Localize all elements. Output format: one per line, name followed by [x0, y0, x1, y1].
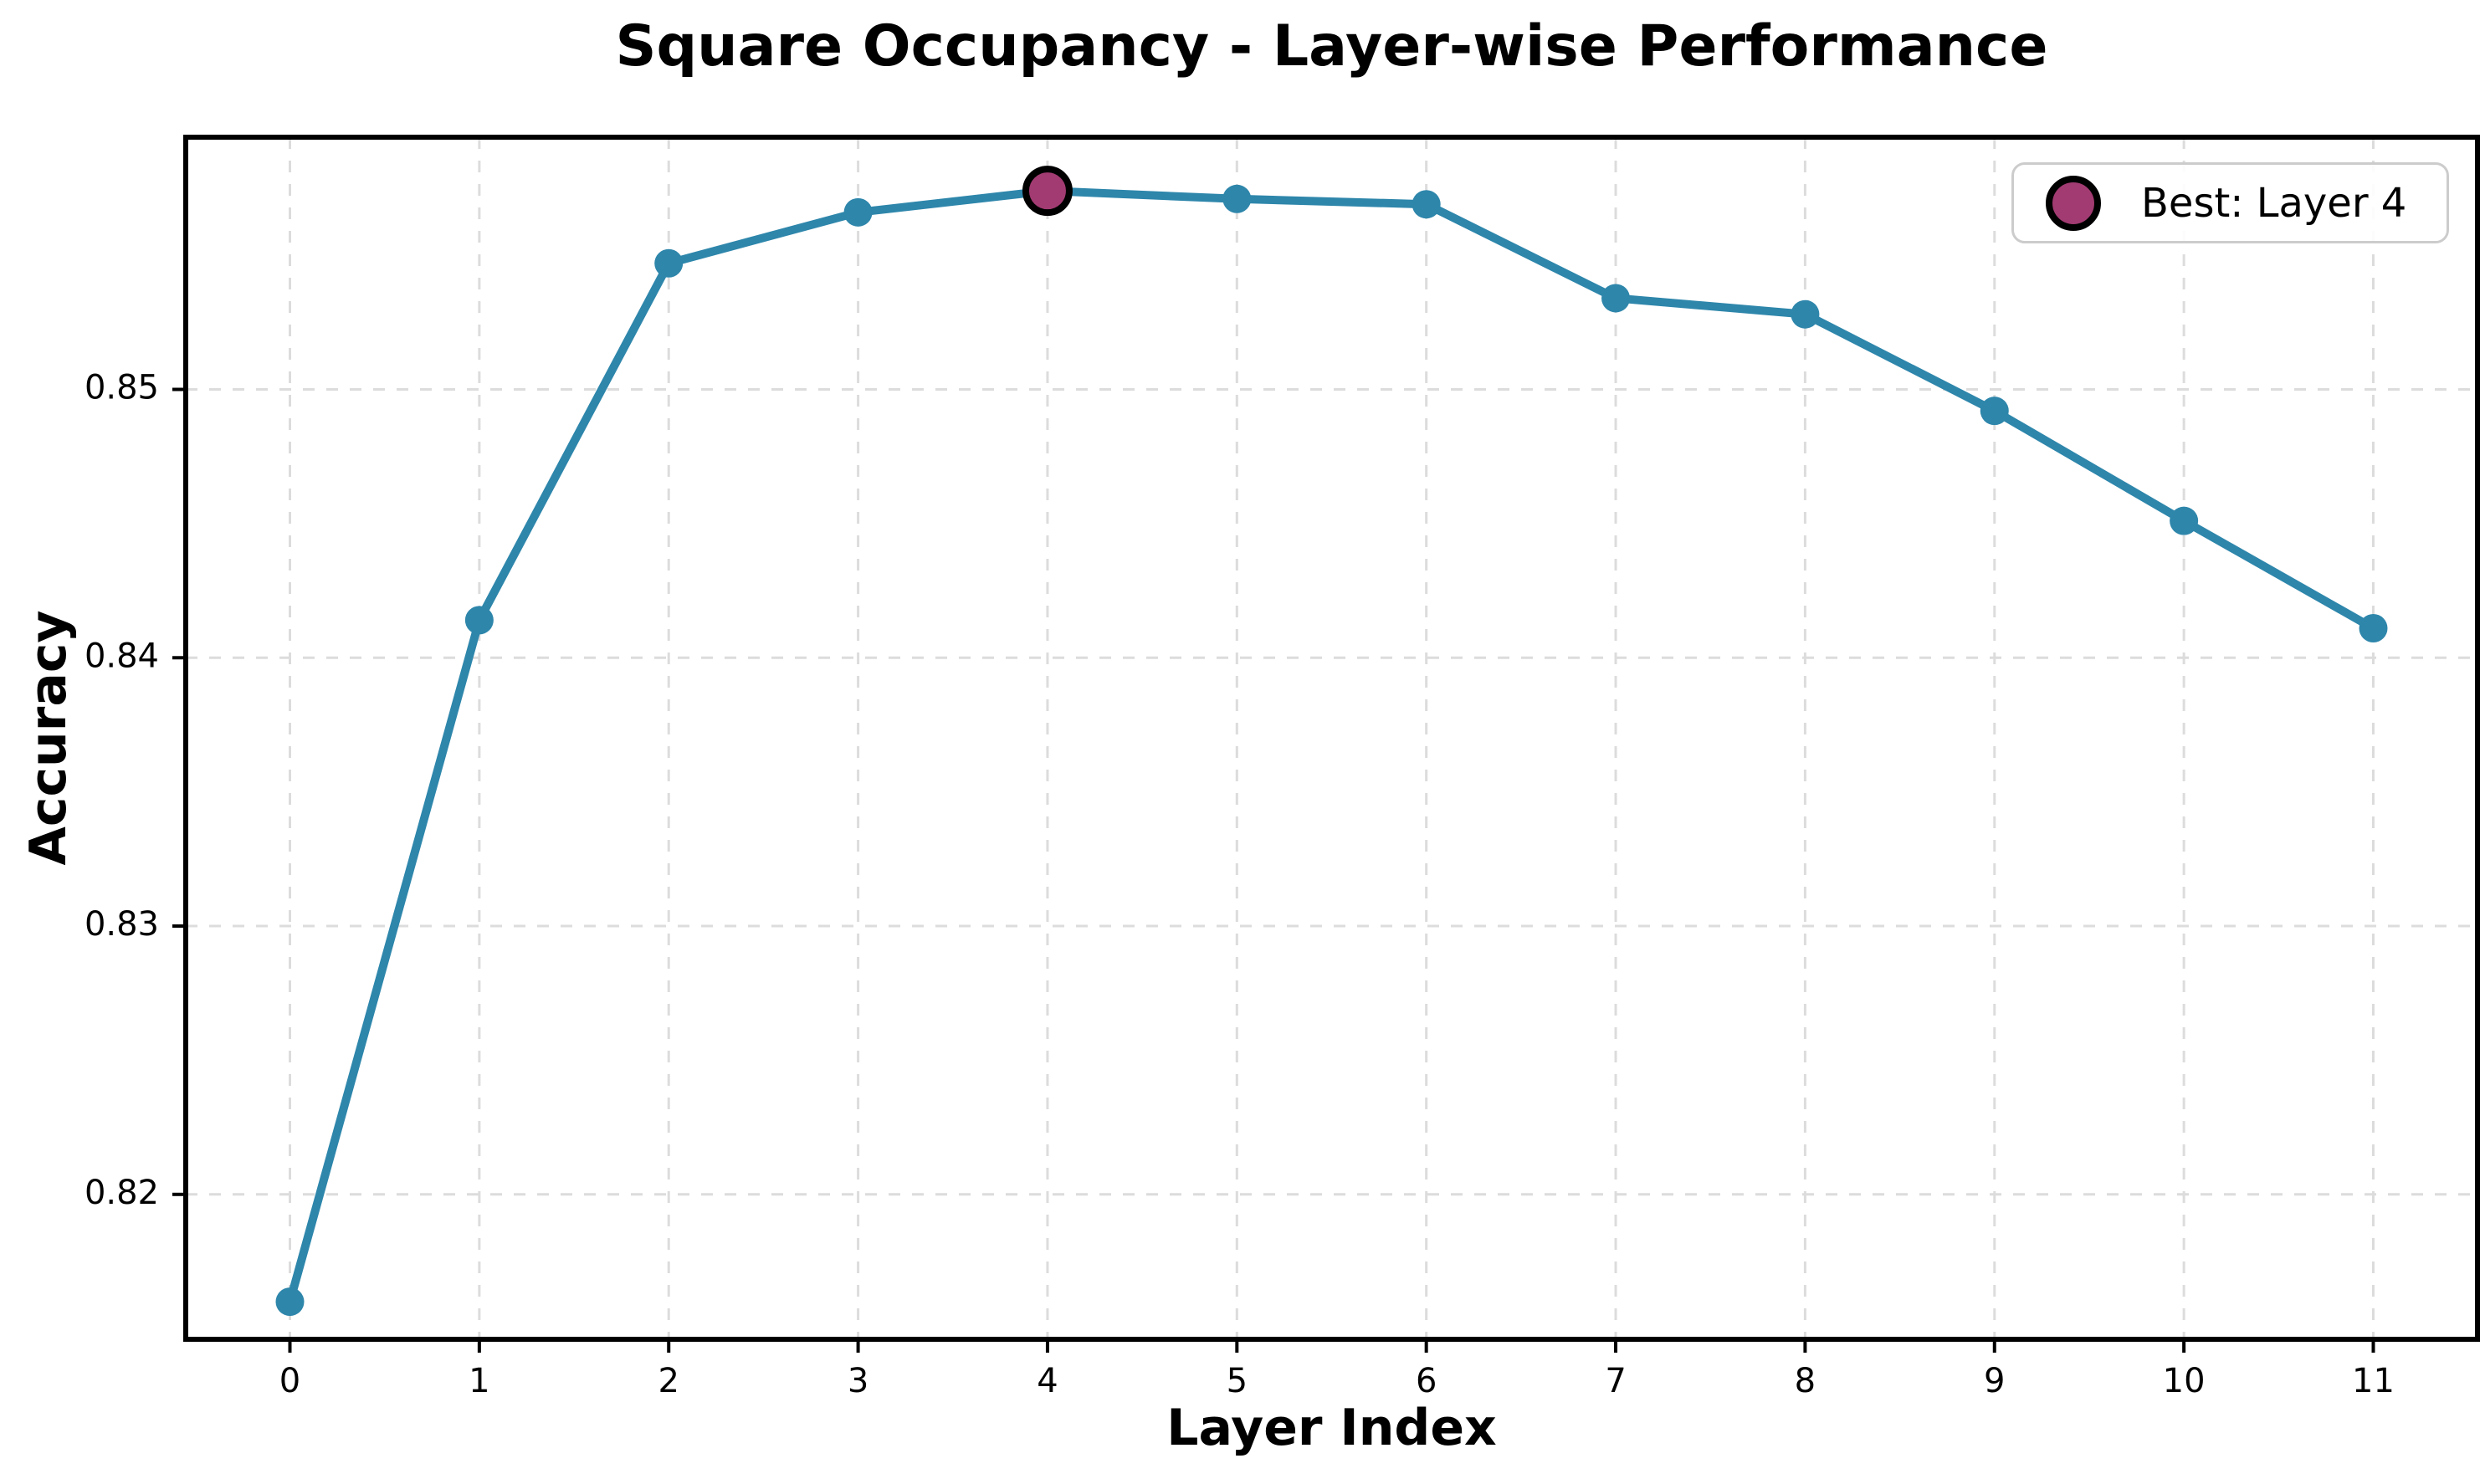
x-tick-label: 0 — [279, 1362, 300, 1400]
x-tick-label: 9 — [1984, 1362, 2005, 1400]
y-tick-label: 0.85 — [85, 369, 159, 407]
x-tick-label: 10 — [2163, 1362, 2206, 1400]
x-tick-label: 2 — [658, 1362, 679, 1400]
plot-border — [183, 135, 2480, 1342]
y-tick-label: 0.84 — [85, 637, 159, 675]
data-point — [1412, 190, 1441, 219]
x-tick-label: 6 — [1416, 1362, 1437, 1400]
legend-label: Best: Layer 4 — [2141, 179, 2407, 227]
data-point — [275, 1287, 305, 1317]
best-layer-legend-marker-icon — [2046, 175, 2101, 231]
x-tick-label: 11 — [2352, 1362, 2395, 1400]
accuracy-line — [285, 187, 2378, 1307]
x-tick-label: 8 — [1795, 1362, 1816, 1400]
data-point — [464, 606, 494, 635]
data-point — [843, 197, 873, 227]
data-point — [2359, 613, 2388, 642]
data-point — [1601, 284, 1631, 313]
x-tick-label: 3 — [848, 1362, 868, 1400]
data-point — [1222, 184, 1252, 213]
x-tick-label: 4 — [1037, 1362, 1058, 1400]
data-point — [1980, 397, 2009, 426]
x-axis-label: Layer Index — [1166, 1399, 1497, 1457]
best-layer-point — [1022, 166, 1073, 217]
legend: Best: Layer 4 — [2011, 162, 2449, 243]
y-tick-label: 0.83 — [85, 905, 159, 944]
data-point — [2170, 506, 2199, 535]
y-tick-label: 0.82 — [85, 1174, 159, 1212]
data-point — [654, 248, 684, 278]
chart-title: Square Occupancy - Layer-wise Performanc… — [615, 13, 2048, 79]
x-tick-label: 5 — [1227, 1362, 1248, 1400]
x-tick-label: 7 — [1605, 1362, 1626, 1400]
x-tick-label: 1 — [469, 1362, 489, 1400]
data-point — [1791, 299, 1820, 329]
